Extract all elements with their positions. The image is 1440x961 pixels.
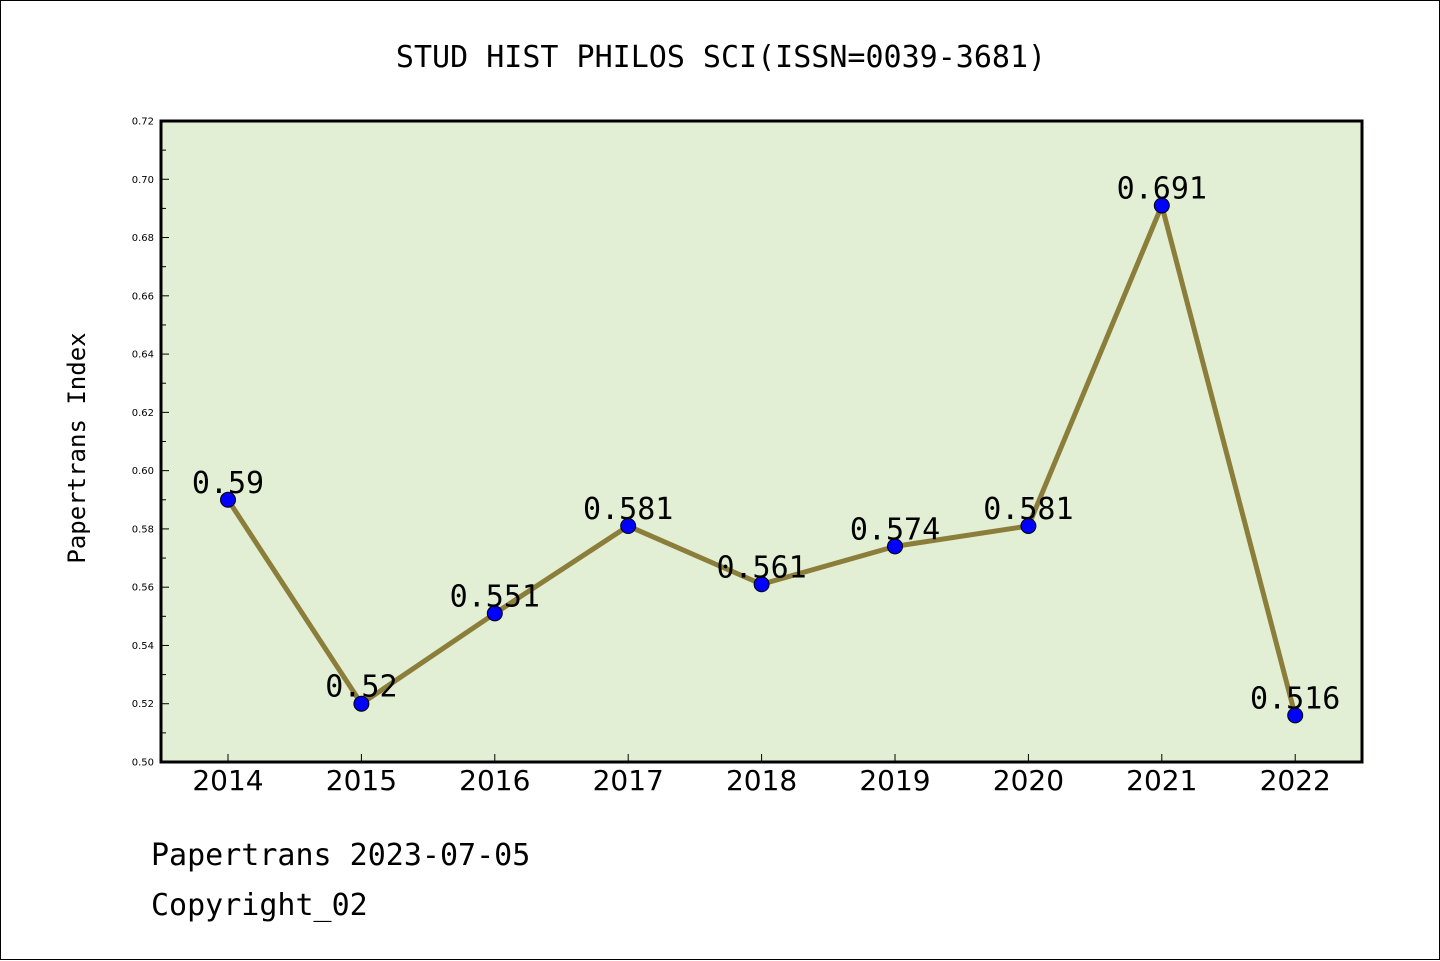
footer-date: Papertrans 2023-07-05 — [151, 838, 530, 873]
footer-copyright: Copyright_02 — [151, 888, 368, 923]
data-label: 0.691 — [1117, 171, 1207, 206]
plot-area — [159, 119, 1364, 764]
x-tick-label: 2017 — [593, 764, 664, 797]
y-tick-label: 0.66 — [132, 291, 154, 302]
x-axis: 2014 2015 2016 2017 2018 2019 2020 2021 2022 — [192, 754, 1331, 797]
y-tick-label: 0.58 — [132, 524, 154, 535]
x-tick-label: 2020 — [993, 764, 1064, 797]
data-point — [220, 491, 236, 508]
y-tick-label: 0.54 — [132, 641, 154, 652]
data-label: 0.581 — [583, 492, 673, 527]
data-point — [1287, 707, 1304, 724]
y-tick-label: 0.64 — [132, 350, 154, 361]
data-label: 0.574 — [850, 512, 940, 547]
data-label: 0.581 — [983, 492, 1073, 527]
data-point — [620, 517, 637, 534]
x-tick-label: 2019 — [859, 764, 930, 797]
x-tick-label: 2021 — [1126, 764, 1197, 797]
data-label: 0.52 — [325, 670, 397, 705]
y-axis: 0.50 0.52 0.54 0.56 0.58 0.60 0.62 0.64 0.66 0.68… — [132, 117, 169, 769]
y-tick-label: 0.56 — [132, 583, 154, 594]
y-tick-label: 0.62 — [132, 408, 154, 419]
data-point — [753, 576, 770, 593]
y-tick-label: 0.70 — [132, 175, 154, 186]
x-tick-label: 2015 — [326, 764, 397, 797]
chart-title: STUD HIST PHILOS SCI(ISSN=0039-3681) — [396, 40, 1046, 75]
y-axis-label: Papertrans Index — [63, 332, 91, 563]
data-point — [353, 695, 370, 712]
y-tick-label: 0.52 — [132, 699, 154, 710]
x-tick-label: 2014 — [192, 764, 263, 797]
y-tick-label: 0.72 — [132, 117, 154, 128]
marker-group — [220, 197, 1304, 724]
y-tick-label: 0.50 — [132, 758, 154, 769]
data-label-group: 0.59 0.52 0.551 0.581 0.561 0.574 0.581 0.691 0.… — [192, 171, 1340, 716]
data-point — [1020, 517, 1037, 534]
data-label: 0.516 — [1250, 681, 1340, 716]
data-point — [887, 538, 903, 555]
data-label: 0.59 — [192, 466, 264, 501]
y-tick-label: 0.68 — [132, 233, 154, 244]
data-label: 0.561 — [716, 550, 806, 585]
x-tick-label: 2018 — [726, 764, 797, 797]
data-label: 0.551 — [450, 579, 540, 614]
x-tick-label: 2016 — [459, 764, 530, 797]
data-point — [486, 605, 503, 622]
data-point — [1153, 197, 1170, 214]
y-tick-label: 0.60 — [132, 466, 154, 477]
x-tick-label: 2022 — [1260, 764, 1331, 797]
